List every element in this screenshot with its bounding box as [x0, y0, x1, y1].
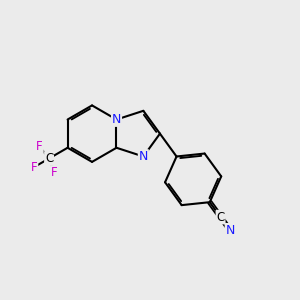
Text: N: N — [112, 113, 121, 126]
Text: N: N — [226, 224, 235, 237]
Text: C: C — [216, 211, 225, 224]
Text: F: F — [31, 160, 38, 174]
Text: C: C — [45, 152, 53, 165]
Text: N: N — [139, 150, 148, 163]
Text: F: F — [36, 140, 43, 153]
Text: F: F — [51, 166, 58, 179]
